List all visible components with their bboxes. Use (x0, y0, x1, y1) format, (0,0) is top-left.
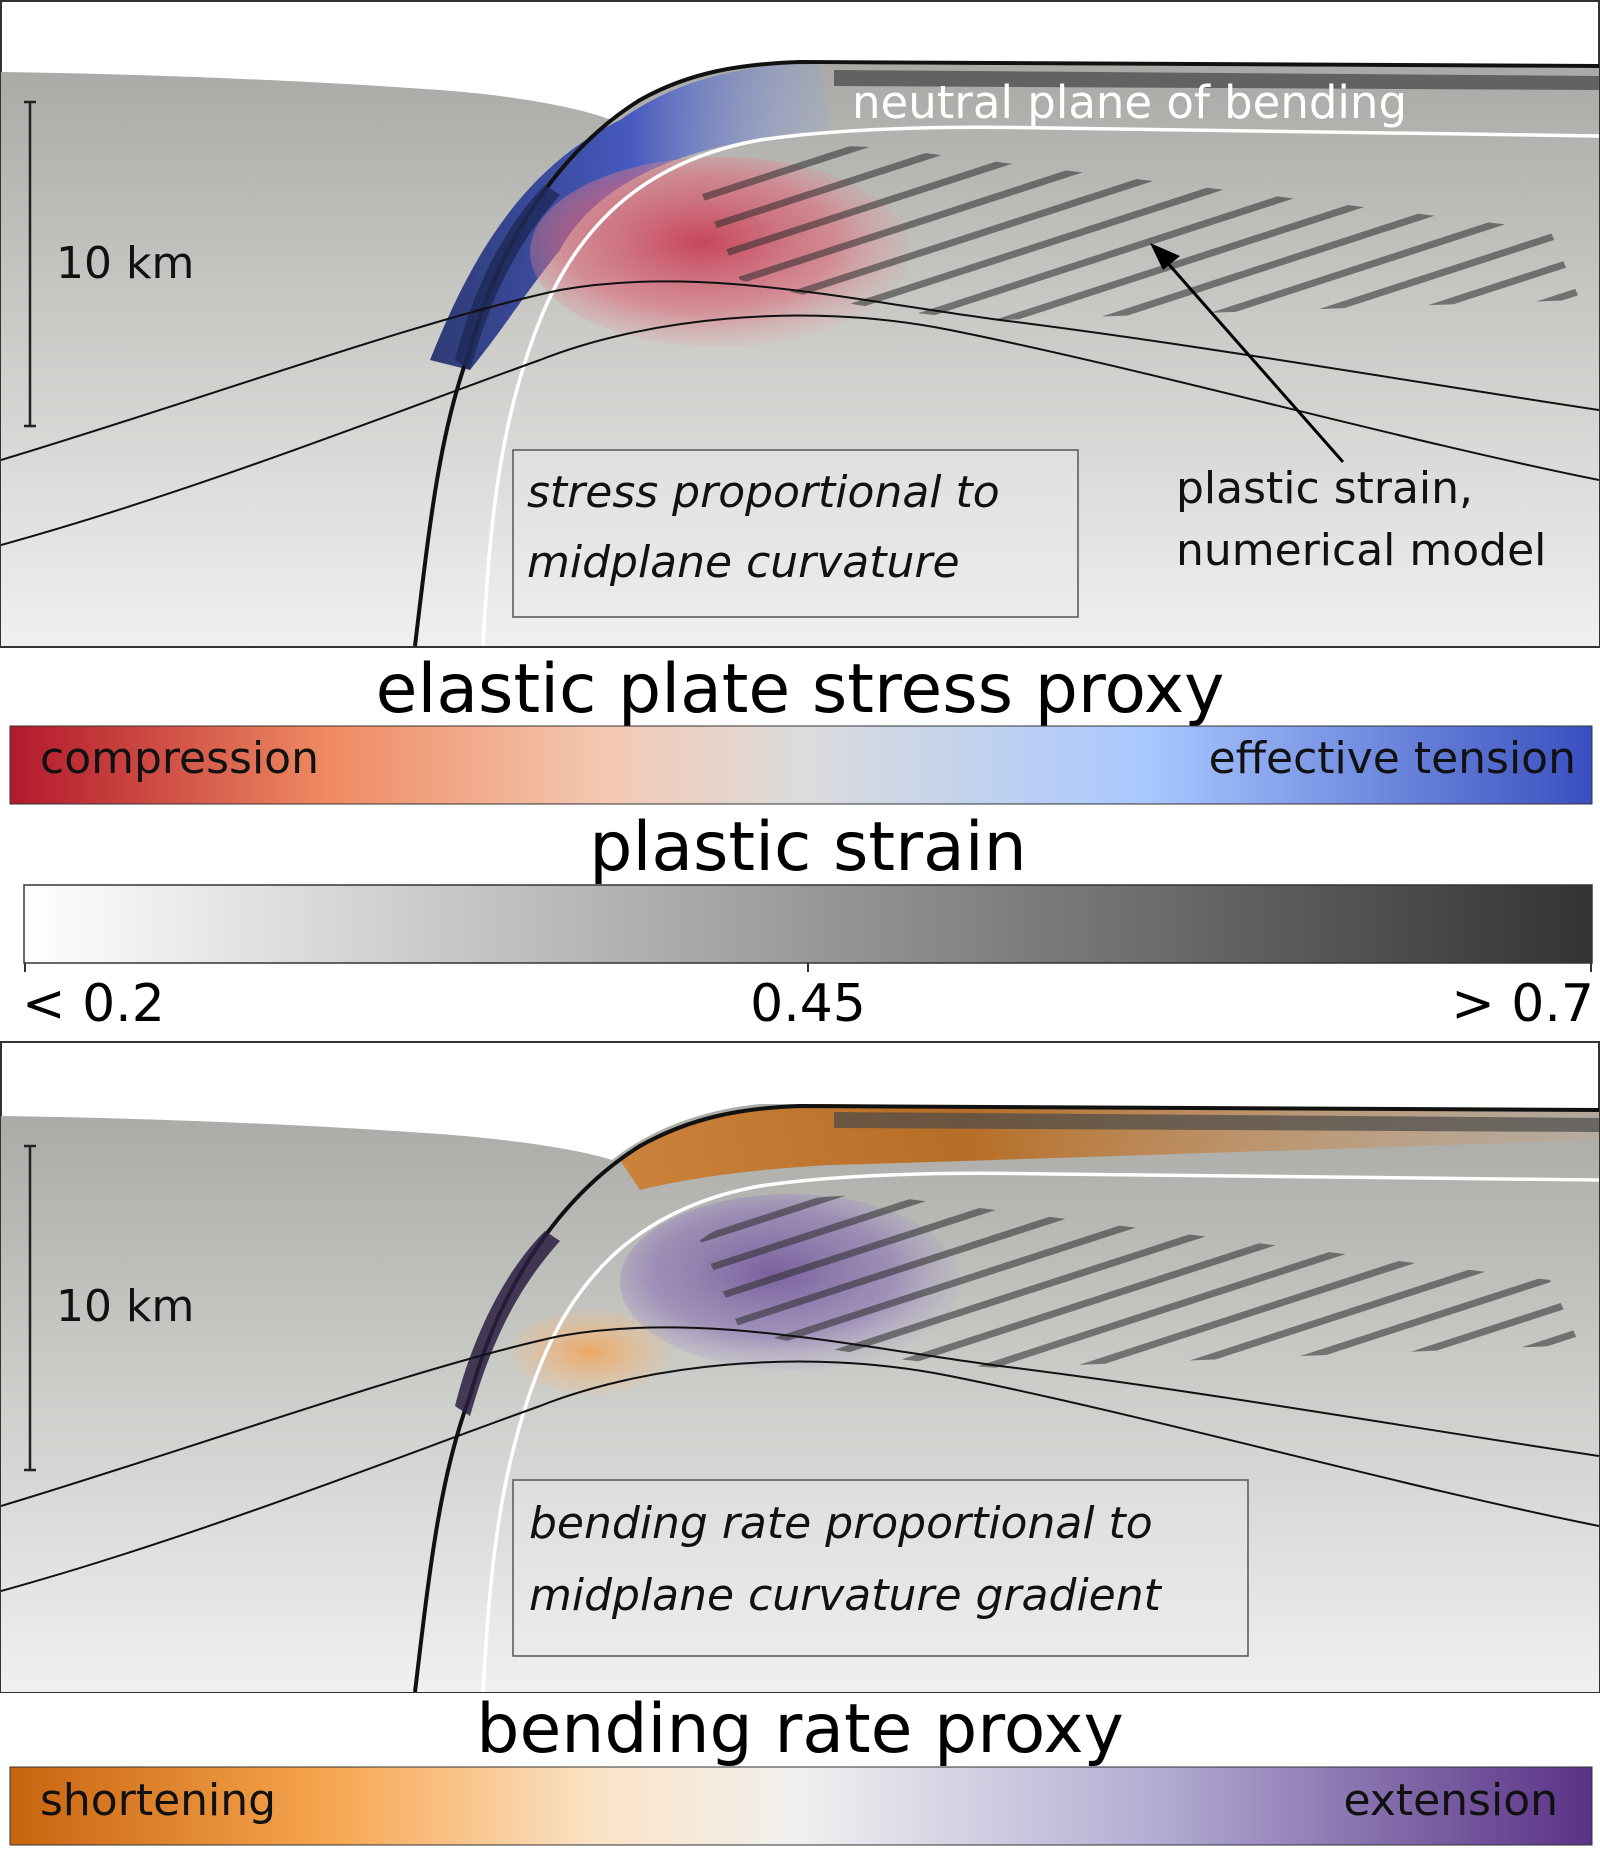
stress-left-label: compression (40, 733, 319, 784)
top-scale-label: 10 km (56, 238, 194, 289)
strain-legend-title: plastic strain (589, 808, 1026, 887)
strain-tick-label-mid: 0.45 (750, 974, 866, 1034)
bottom-neutral-plane-line (481, 1171, 1599, 1692)
bottom-box-line-1: bending rate proportional to (529, 1498, 1153, 1549)
top-boundary-line-1 (1, 280, 1599, 461)
top-neutral-plane-line (481, 125, 1599, 647)
bottom-panel: 10 km bending rate proportional to midpl… (0, 1041, 1600, 1693)
rate-left-label: shortening (40, 1775, 276, 1826)
bottom-boundary-line-1 (1, 1326, 1599, 1507)
top-slab-dark-band (455, 185, 560, 370)
annotation-line-1: plastic strain, (1176, 463, 1473, 514)
strain-legend: plastic strain < 0.2 0.45 > 0.7 (22, 808, 1594, 1034)
rate-legend: bending rate proxy shortening extension (9, 1690, 1593, 1846)
rate-right-label: extension (1344, 1775, 1559, 1826)
annotation-arrow-head (1150, 243, 1180, 270)
top-fault-band (834, 70, 1599, 90)
bottom-box-line-2: midplane curvature gradient (529, 1570, 1163, 1621)
bottom-plastic-strain-zone (700, 1195, 1580, 1368)
top-boundary-line-2 (1, 314, 1599, 546)
bottom-boundary-line-2 (1, 1360, 1599, 1592)
annotation-line-2: numerical model (1176, 525, 1546, 576)
annotation-arrow (1163, 259, 1345, 463)
top-box-line-1: stress proportional to (527, 467, 1000, 518)
top-plastic-strain-zone (700, 146, 1580, 320)
top-box-line-2: midplane curvature (527, 537, 960, 588)
stress-right-label: effective tension (1209, 733, 1576, 784)
neutral-plane-label: neutral plane of bending (852, 76, 1407, 129)
bottom-scale-label: 10 km (56, 1281, 194, 1332)
strain-colorbar (23, 884, 1593, 964)
top-tension-zone (430, 62, 830, 370)
stress-legend-title: elastic plate stress proxy (376, 650, 1225, 729)
stress-legend: elastic plate stress proxy compression e… (9, 650, 1593, 805)
top-panel: 10 km neutral plane of bending stress pr… (0, 0, 1600, 648)
strain-tick-label-min: < 0.2 (22, 974, 165, 1034)
top-text-box (512, 449, 1079, 618)
rate-colorbar (9, 1766, 1593, 1846)
bottom-shortening-zone-lower (510, 1310, 670, 1394)
bottom-slab-dark-band (455, 1231, 560, 1416)
bottom-fault-band (834, 1112, 1599, 1132)
strain-tick-label-max: > 0.7 (1451, 974, 1594, 1034)
bottom-text-box (512, 1479, 1249, 1657)
rate-legend-title: bending rate proxy (476, 1690, 1123, 1769)
stress-colorbar (9, 725, 1593, 805)
